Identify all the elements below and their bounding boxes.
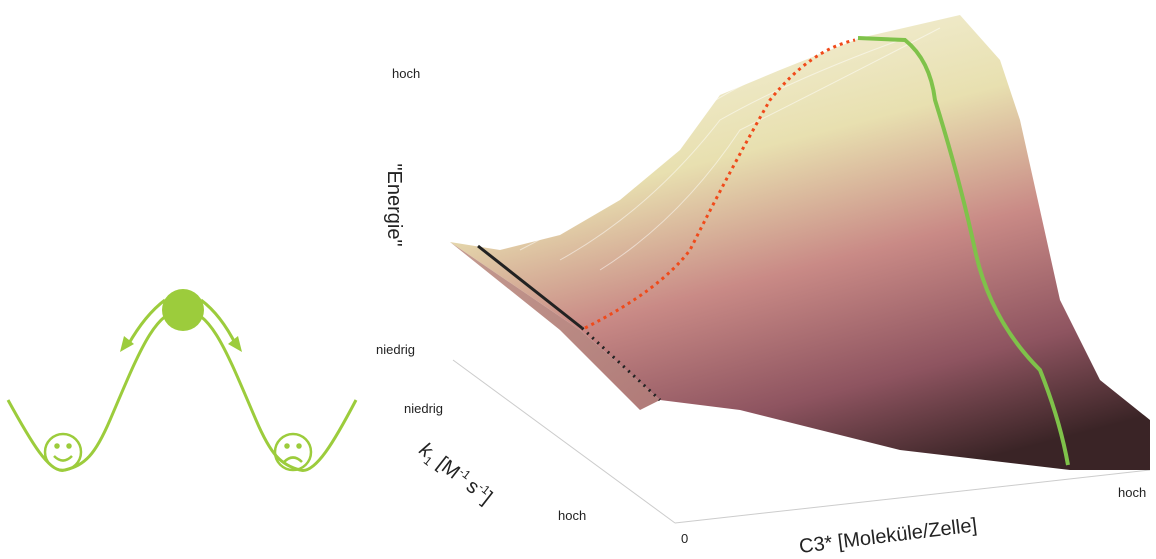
double-well-diagram — [8, 289, 356, 470]
happy-face — [45, 434, 81, 470]
sad-face — [275, 434, 311, 470]
c3-tick-start: 0 — [681, 531, 688, 546]
z-tick-low: niedrig — [376, 342, 415, 357]
k1-unit-open: [M — [433, 453, 464, 484]
axis-line — [675, 470, 1150, 523]
z-tick-high: hoch — [392, 66, 420, 81]
surface — [450, 15, 1150, 470]
c3-axis-label: C3* [Moleküle/Zelle] — [798, 514, 978, 558]
arrowhead — [228, 336, 242, 352]
energy-curve — [8, 310, 356, 470]
z-axis-label: "Energie" — [383, 163, 405, 246]
figure: hoch "Energie" niedrig niedrig hoch k1[M… — [0, 0, 1156, 559]
c3-tick-end: hoch — [1118, 485, 1146, 500]
k1-tick-low: niedrig — [404, 401, 443, 416]
k1-axis-label: k1[M-1s-1] — [413, 437, 497, 511]
k1-tick-high: hoch — [558, 508, 586, 523]
energy-surface — [450, 15, 1150, 523]
ball — [162, 289, 204, 331]
